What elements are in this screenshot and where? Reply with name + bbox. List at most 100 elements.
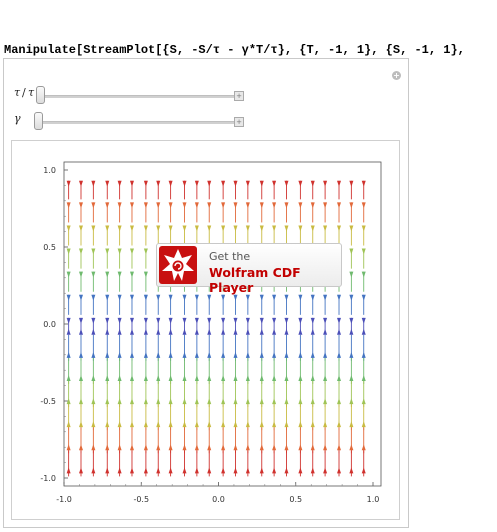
stream-arrow — [194, 374, 199, 381]
stream-arrow — [233, 180, 238, 187]
gamma-label: γ — [14, 112, 21, 125]
stream-arrow — [221, 444, 226, 451]
stream-arrow — [207, 374, 212, 381]
stream-arrow — [272, 317, 277, 324]
stream-arrow — [245, 294, 250, 301]
stream-arrow — [221, 351, 226, 358]
cdf-banner-line-2: Wolfram CDF Player — [209, 265, 301, 295]
stream-arrow — [259, 328, 264, 335]
stream-arrow — [129, 248, 134, 255]
stream-arrow — [259, 374, 264, 381]
stream-arrow — [105, 351, 110, 358]
stream-arrow — [156, 225, 161, 232]
stream-arrow — [349, 317, 354, 324]
stream-arrow — [78, 467, 83, 474]
stream-arrow — [143, 351, 148, 358]
tau-label: τ — [14, 86, 21, 99]
stream-arrow — [156, 294, 161, 301]
stream-arrow — [284, 225, 289, 232]
stream-arrow — [233, 398, 238, 405]
stream-arrow — [168, 351, 173, 358]
stream-arrow — [245, 421, 250, 428]
stream-arrow — [284, 467, 289, 474]
stream-arrow — [78, 421, 83, 428]
stream-arrow — [361, 248, 366, 255]
stream-arrow — [323, 328, 328, 335]
stream-arrow — [298, 317, 303, 324]
stream-arrow — [117, 398, 122, 405]
stream-arrow — [117, 248, 122, 255]
stream-arrow — [91, 317, 96, 324]
stream-arrow — [337, 202, 342, 209]
stream-arrow — [78, 202, 83, 209]
stream-arrow — [272, 294, 277, 301]
cdf-player-banner[interactable]: Get the Wolfram CDF Player — [156, 243, 342, 295]
stream-arrow — [105, 398, 110, 405]
stream-arrow — [105, 328, 110, 335]
stream-arrow — [349, 374, 354, 381]
stream-arrow — [207, 328, 212, 335]
stream-arrow — [323, 317, 328, 324]
stream-arrow — [66, 248, 71, 255]
stream-arrow — [117, 294, 122, 301]
stream-arrow — [156, 180, 161, 187]
stream-arrow — [259, 467, 264, 474]
stream-arrow — [156, 444, 161, 451]
stream-arrow — [298, 374, 303, 381]
stream-arrow — [168, 467, 173, 474]
stream-arrow — [194, 180, 199, 187]
stream-arrow — [91, 444, 96, 451]
stream-arrow — [298, 328, 303, 335]
stream-arrow — [349, 398, 354, 405]
stream-arrow — [143, 421, 148, 428]
stream-arrow — [361, 202, 366, 209]
stream-arrow — [117, 328, 122, 335]
y-tick-label: 0.0 — [43, 320, 56, 329]
stream-arrow — [117, 421, 122, 428]
stream-arrow — [349, 202, 354, 209]
x-tick-label: 1.0 — [367, 495, 380, 504]
stream-arrow — [105, 294, 110, 301]
stream-arrow — [310, 294, 315, 301]
stream-arrow — [143, 225, 148, 232]
stream-arrow — [91, 328, 96, 335]
stream-arrow — [129, 180, 134, 187]
tau-expand-button[interactable]: + — [234, 91, 244, 101]
stream-arrow — [143, 467, 148, 474]
stream-arrow — [156, 202, 161, 209]
stream-arrow — [194, 351, 199, 358]
x-tick-label: -0.5 — [133, 495, 149, 504]
tau-slider-track[interactable] — [38, 95, 241, 98]
stream-arrow — [259, 444, 264, 451]
panel-options-button[interactable]: + — [392, 71, 401, 80]
gamma-slider-thumb[interactable] — [34, 112, 44, 130]
stream-arrow — [78, 351, 83, 358]
stream-arrow — [337, 467, 342, 474]
x-tick-label: -1.0 — [56, 495, 72, 504]
tau-slider-thumb[interactable] — [35, 86, 45, 104]
stream-arrow — [233, 374, 238, 381]
stream-arrow — [78, 225, 83, 232]
stream-arrow — [310, 374, 315, 381]
gamma-expand-button[interactable]: + — [234, 117, 244, 127]
stream-arrow — [91, 271, 96, 278]
gamma-slider-track[interactable] — [38, 121, 241, 124]
stream-arrow — [310, 444, 315, 451]
stream-arrow — [78, 248, 83, 255]
stream-arrow — [272, 398, 277, 405]
stream-arrow — [245, 317, 250, 324]
stream-arrow — [207, 294, 212, 301]
stream-arrow — [194, 421, 199, 428]
stream-arrow — [245, 467, 250, 474]
stream-arrow — [207, 444, 212, 451]
stream-arrow — [129, 271, 134, 278]
stream-arrow — [105, 180, 110, 187]
stream-arrow — [337, 444, 342, 451]
stream-arrow — [361, 444, 366, 451]
stream-arrow — [323, 374, 328, 381]
stream-arrow — [310, 467, 315, 474]
stream-arrow — [78, 444, 83, 451]
stream-arrow — [182, 225, 187, 232]
stream-arrow — [66, 317, 71, 324]
stream-arrow — [337, 294, 342, 301]
